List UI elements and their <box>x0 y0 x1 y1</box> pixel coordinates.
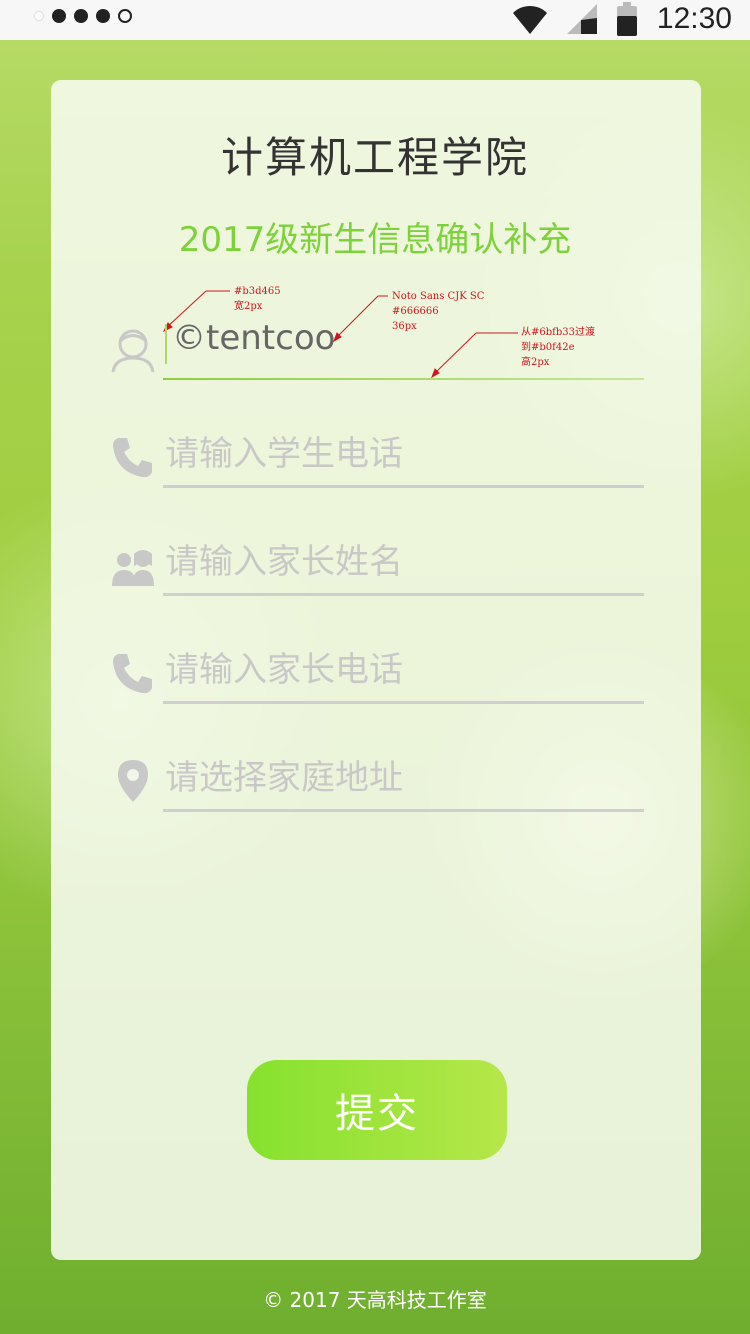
cellular-signal-icon <box>566 4 597 34</box>
phone-icon <box>113 654 152 694</box>
parent-name-input[interactable]: 请输入家长姓名 <box>165 542 403 582</box>
annotation-line: #b3d465 <box>234 286 281 297</box>
phone-icon <box>113 438 152 478</box>
annotation-line: 宽2px <box>234 301 263 312</box>
home-address-field[interactable]: 请选择家庭地址 <box>110 742 644 812</box>
text-cursor <box>165 324 167 364</box>
submit-button[interactable]: 提交 <box>247 1060 507 1160</box>
location-pin-icon <box>118 760 148 802</box>
carrier-signal-dots <box>34 9 132 23</box>
signal-dot <box>74 9 88 23</box>
user-icon <box>111 329 155 372</box>
field-underline <box>163 485 644 488</box>
annotation-line: #666666 <box>392 306 439 317</box>
home-address-select[interactable]: 请选择家庭地址 <box>165 758 403 798</box>
annotation-line: 到#b0f42e <box>521 342 575 353</box>
parents-icon <box>112 550 154 586</box>
footer-copyright: © 2017 天高科技工作室 <box>263 1288 487 1312</box>
parent-name-field[interactable]: 请输入家长姓名 <box>110 526 644 596</box>
clock: 12:30 <box>656 2 732 35</box>
annotation-line: 高2px <box>521 357 550 368</box>
signal-dot <box>96 9 110 23</box>
signal-dot <box>118 9 132 23</box>
page-title: 计算机工程学院 <box>220 133 529 182</box>
annotation-underline: 从#6bfb33过渡 到#b0f42e 高2px <box>521 325 595 370</box>
parent-phone-field[interactable]: 请输入家长电话 <box>110 634 644 704</box>
student-name-field[interactable]: ©tentcoo <box>110 310 644 380</box>
annotation-arrows <box>162 290 518 379</box>
field-underline <box>163 701 644 704</box>
wifi-icon <box>512 5 547 34</box>
annotation-line: 从#6bfb33过渡 <box>521 327 595 338</box>
page-subtitle: 2017级新生信息确认补充 <box>178 220 572 260</box>
signal-dot <box>34 11 44 21</box>
student-phone-field[interactable]: 请输入学生电话 <box>110 418 644 488</box>
annotation-line: 36px <box>392 321 417 332</box>
annotation-text: Noto Sans CJK SC #666666 36px <box>392 289 484 334</box>
field-underline <box>163 593 644 596</box>
battery-icon <box>616 2 637 36</box>
field-underline <box>163 809 644 812</box>
signal-dot <box>52 9 66 23</box>
annotation-line: Noto Sans CJK SC <box>392 291 485 302</box>
status-right: 12:30 <box>512 2 732 36</box>
student-phone-input[interactable]: 请输入学生电话 <box>165 434 403 474</box>
student-name-input[interactable]: ©tentcoo <box>172 318 336 358</box>
status-bar: 12:30 <box>0 0 750 40</box>
field-underline <box>163 378 644 380</box>
annotation-cursor: #b3d465 宽2px <box>234 284 281 314</box>
parent-phone-input[interactable]: 请输入家长电话 <box>165 650 403 690</box>
